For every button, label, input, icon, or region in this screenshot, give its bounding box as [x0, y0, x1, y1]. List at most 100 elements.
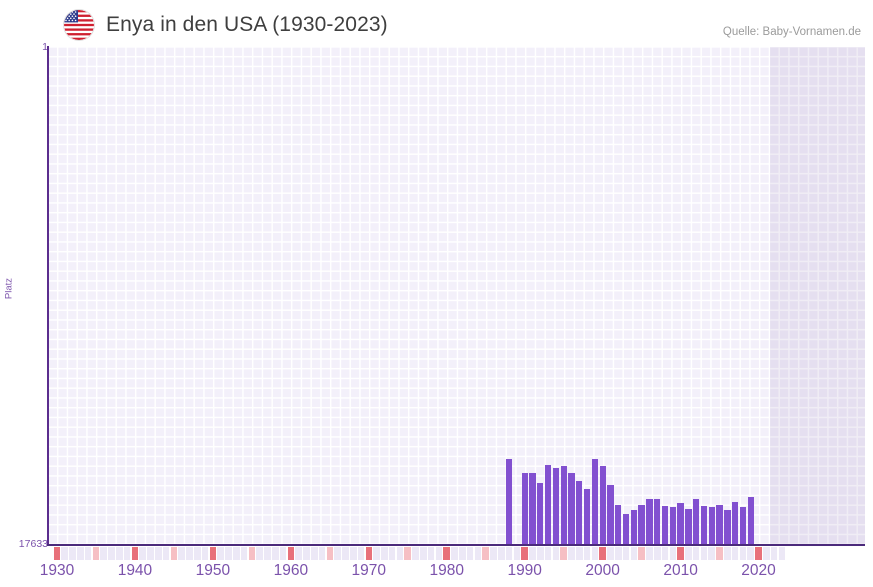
- x-axis-tick-cell: [131, 547, 139, 560]
- x-axis-tick-cell: [708, 547, 716, 560]
- bar: [661, 505, 669, 545]
- x-axis-tick-cell: [591, 547, 599, 560]
- x-axis-tick-cell: [334, 547, 341, 560]
- bar: [700, 505, 708, 545]
- x-axis-tick-cell: [69, 547, 76, 560]
- x-axis-tick-cell: [607, 547, 614, 560]
- x-axis-tick-cell: [310, 547, 318, 560]
- x-axis-tick-cell: [443, 547, 451, 560]
- x-axis-tick-cell: [544, 547, 552, 560]
- bar: [529, 473, 536, 545]
- x-axis-tick-cell: [685, 547, 692, 560]
- x-axis-tick-cell: [661, 547, 669, 560]
- x-axis-tick-cell: [248, 547, 256, 560]
- x-axis-tick-cell: [404, 547, 412, 560]
- bar-series: [48, 47, 865, 545]
- x-axis-tick-cell: [92, 547, 100, 560]
- x-axis-tick-label: 1980: [429, 562, 464, 579]
- bar: [646, 498, 653, 545]
- x-axis-tick-cell: [622, 547, 630, 560]
- x-axis-tick-cell: [170, 547, 178, 560]
- x-axis-tick-cell: [420, 547, 427, 560]
- x-axis-tick-cell: [147, 547, 154, 560]
- bar: [552, 467, 560, 545]
- bar: [607, 484, 614, 545]
- y-axis-tick-bottom: 17633: [18, 538, 48, 550]
- bar: [669, 507, 676, 545]
- bar: [615, 504, 622, 545]
- grid-lines: [48, 47, 865, 545]
- x-axis-labels: 1930 1940 1950 1960 1970 1980 1990 2000 2010 2020: [0, 562, 873, 587]
- x-axis-tick-label: 1940: [117, 562, 153, 579]
- bar: [560, 466, 567, 545]
- x-axis-tick-cell: [638, 547, 645, 560]
- x-axis-tick-cell: [396, 547, 404, 560]
- x-axis-tick-cell: [474, 547, 482, 560]
- bar: [505, 459, 513, 545]
- x-axis-tick-cell: [739, 547, 747, 560]
- x-axis-tick-cell: [84, 547, 92, 560]
- y-axis-line: [47, 46, 49, 546]
- x-axis-tick-cell: [575, 547, 583, 560]
- x-axis-line: [47, 544, 865, 546]
- x-axis-tick-label: 1930: [39, 562, 75, 579]
- x-axis-tick-cell: [700, 547, 708, 560]
- x-axis-tick-cell: [536, 547, 544, 560]
- bar: [724, 510, 731, 545]
- bar: [630, 510, 637, 545]
- x-axis-tick-cell: [653, 547, 661, 560]
- x-axis-tick-cell: [498, 547, 505, 560]
- x-axis-tick-cell: [459, 547, 466, 560]
- x-axis-tick-cell: [381, 547, 388, 560]
- bar: [583, 489, 591, 545]
- x-axis-tick-label: 2020: [741, 562, 776, 579]
- x-axis-tick-band: [48, 547, 865, 560]
- x-axis-tick-cell: [435, 547, 443, 560]
- bar: [537, 483, 544, 545]
- x-axis-tick-label: 1990: [507, 562, 542, 579]
- x-axis-tick-cell: [529, 547, 536, 560]
- x-axis-tick-cell: [209, 547, 217, 560]
- x-axis-tick-cell: [778, 547, 786, 560]
- us-flag-icon: [64, 10, 94, 40]
- x-axis-tick-cell: [583, 547, 591, 560]
- x-axis-tick-cell: [342, 547, 349, 560]
- x-axis-tick-cell: [100, 547, 108, 560]
- x-axis-tick-cell: [747, 547, 755, 560]
- x-axis-tick-cell: [731, 547, 739, 560]
- x-axis-tick-cell: [482, 547, 490, 560]
- x-axis-tick-cell: [178, 547, 186, 560]
- x-axis-tick-cell: [232, 547, 240, 560]
- x-axis-tick-cell: [521, 547, 528, 560]
- x-axis-tick-cell: [388, 547, 396, 560]
- x-axis-tick-cell: [326, 547, 334, 560]
- x-axis-tick-cell: [225, 547, 232, 560]
- x-axis-tick-cell: [724, 547, 731, 560]
- x-axis-tick-cell: [357, 547, 365, 560]
- x-axis-tick-cell: [287, 547, 295, 560]
- chart-header: Enya in den USA (1930-2023) Quelle: Baby…: [0, 0, 873, 47]
- bar: [708, 507, 715, 545]
- x-axis-tick-cell: [466, 547, 474, 560]
- x-axis-tick-cell: [630, 547, 638, 560]
- x-axis-tick-cell: [240, 547, 248, 560]
- bar: [544, 465, 552, 545]
- x-axis-tick-cell: [614, 547, 622, 560]
- bar: [732, 501, 739, 545]
- bar: [521, 473, 528, 545]
- x-axis-tick-cell: [77, 547, 84, 560]
- x-axis-tick-label: 1960: [273, 562, 309, 579]
- x-axis-tick-cell: [349, 547, 357, 560]
- x-axis-tick-cell: [123, 547, 131, 560]
- x-axis-tick-cell: [560, 547, 567, 560]
- plot-area: [48, 47, 865, 545]
- y-axis-title: Platz: [3, 277, 15, 300]
- x-axis-tick-cell: [217, 547, 224, 560]
- x-axis-tick-cell: [256, 547, 263, 560]
- x-axis-tick-cell: [755, 547, 762, 560]
- x-axis-tick-cell: [365, 547, 373, 560]
- bar: [654, 498, 661, 545]
- x-axis-tick-cell: [303, 547, 310, 560]
- bar: [693, 498, 700, 545]
- x-axis-tick-label: 2010: [663, 562, 698, 579]
